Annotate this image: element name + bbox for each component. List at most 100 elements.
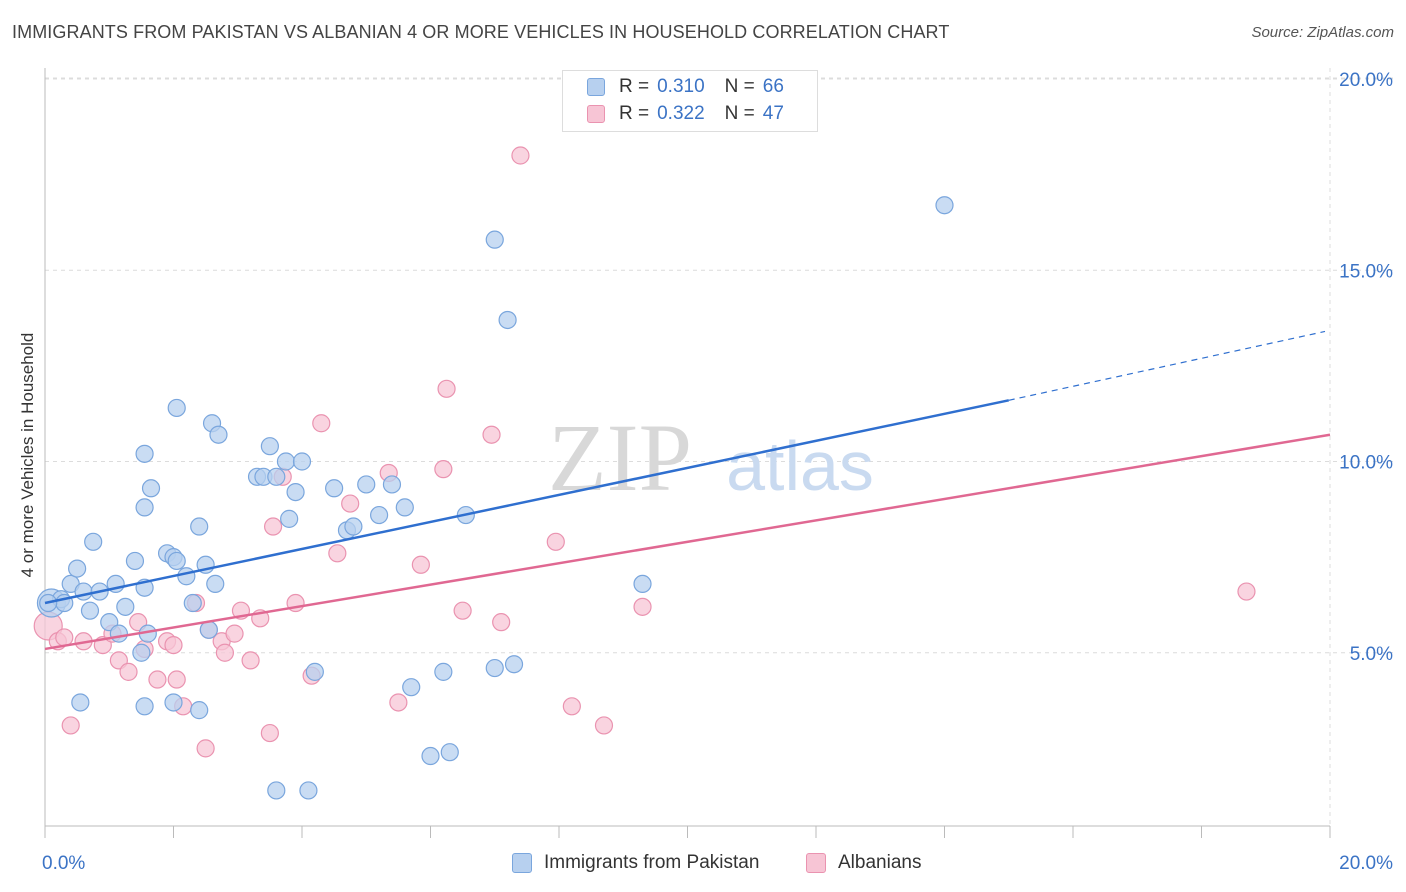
albanians-swatch (587, 105, 605, 123)
pakistan-point (80, 601, 100, 620)
albanians-point (562, 697, 581, 716)
pakistan-point (167, 398, 186, 418)
pakistan-point (276, 452, 296, 471)
pakistan-point (292, 452, 312, 471)
albanians-point (389, 693, 408, 712)
pakistan-point (344, 517, 363, 536)
y-tick-label: 10.0% (1339, 453, 1393, 474)
pakistan-point (116, 597, 135, 616)
albanians-point (55, 628, 74, 647)
pakistan-point (267, 781, 286, 800)
albanians-point (482, 425, 501, 444)
pakistan-swatch (512, 853, 532, 873)
r-value: 0.322 (657, 103, 705, 124)
pakistan-point (164, 693, 183, 712)
series-legend: Immigrants from Pakistan Albanians (0, 850, 1406, 880)
albanians-point (434, 460, 453, 479)
pakistan-point (267, 467, 286, 486)
pakistan-point (109, 624, 128, 643)
grid-lines (45, 68, 1395, 826)
pakistan-point (206, 574, 225, 594)
pakistan-point (132, 643, 151, 662)
pakistan-point (190, 701, 209, 720)
pakistan-points (36, 196, 954, 800)
pakistan-point (370, 505, 389, 525)
albanians-point (119, 662, 138, 681)
pakistan-point (135, 697, 154, 716)
y-tick-label: 20.0% (1339, 70, 1393, 91)
pakistan-point (395, 498, 414, 517)
pakistan-point (260, 437, 279, 456)
albanians-point (594, 716, 614, 735)
albanians-point (453, 601, 472, 620)
pakistan-point (498, 310, 517, 330)
x-tick-label-min: 0.0% (42, 853, 85, 874)
pakistan-trend-line (44, 399, 1010, 605)
albanians-point (225, 624, 244, 643)
pakistan-point (286, 483, 305, 502)
pakistan-trend-extension (1008, 330, 1326, 401)
watermark: ZIP atlas (548, 404, 874, 511)
pakistan-point (135, 444, 154, 463)
albanians-point (411, 555, 430, 574)
trend-lines (44, 330, 1331, 651)
axes (44, 68, 1331, 838)
pakistan-point (84, 532, 103, 551)
albanians-point (215, 643, 234, 662)
pakistan-point (167, 551, 186, 571)
albanians-point (511, 146, 530, 165)
albanians-point (633, 597, 652, 616)
albanians-point (341, 494, 360, 513)
source-credit: Source: ZipAtlas.com (1251, 24, 1394, 41)
r-label: R = (619, 103, 650, 124)
n-value: 47 (762, 103, 784, 124)
albanians-point (437, 379, 456, 398)
albanians-points (33, 146, 1256, 758)
pakistan-point (305, 662, 324, 681)
watermark-atlas: atlas (726, 427, 874, 505)
legend-row-pakistan: R = 0.310 N = 66 (587, 75, 784, 99)
albanians-point (167, 670, 186, 689)
legend-item-albanians[interactable]: Albanians (806, 852, 921, 874)
pakistan-point (190, 517, 209, 536)
albanians-point (546, 532, 565, 551)
pakistan-point (357, 475, 376, 494)
legend-label: Albanians (838, 852, 922, 873)
pakistan-point (434, 662, 453, 681)
pakistan-point (74, 582, 93, 601)
tick-labels: 5.0% 10.0% 15.0% 20.0% 0.0% 20.0% (42, 70, 1393, 874)
pakistan-point (135, 498, 154, 517)
albanians-point (492, 613, 511, 632)
pakistan-point (71, 693, 90, 712)
albanians-trend-line (44, 433, 1331, 651)
y-tick-label: 15.0% (1339, 261, 1393, 282)
watermark-zip: ZIP (548, 404, 692, 511)
albanians-point (164, 635, 183, 655)
albanians-point (328, 544, 347, 563)
albanians-point (241, 651, 260, 670)
pakistan-point (68, 559, 87, 578)
x-tick-label-max: 20.0% (1339, 853, 1393, 874)
pakistan-point (299, 781, 318, 800)
y-tick-label: 5.0% (1350, 644, 1393, 665)
pakistan-point (485, 230, 504, 249)
legend-item-pakistan[interactable]: Immigrants from Pakistan (512, 852, 759, 874)
legend-row-albanians: R = 0.322 N = 47 (587, 102, 784, 126)
r-label: R = (619, 76, 650, 97)
albanians-point (260, 723, 279, 743)
pakistan-point (440, 743, 459, 762)
pakistan-point (935, 196, 954, 215)
correlation-legend: R = 0.310 N = 66 R = 0.322 N = 47 (562, 70, 818, 132)
chart-title: IMMIGRANTS FROM PAKISTAN VS ALBANIAN 4 O… (12, 22, 950, 42)
albanians-point (1237, 582, 1256, 601)
pakistan-point (402, 678, 421, 697)
n-label: N = (724, 103, 755, 124)
pakistan-point (325, 479, 344, 498)
pakistan-point (485, 658, 504, 678)
pakistan-point (504, 655, 524, 674)
albanians-point (312, 414, 331, 433)
pakistan-point (280, 509, 299, 528)
pakistan-point (421, 746, 440, 766)
albanians-point (61, 716, 80, 735)
